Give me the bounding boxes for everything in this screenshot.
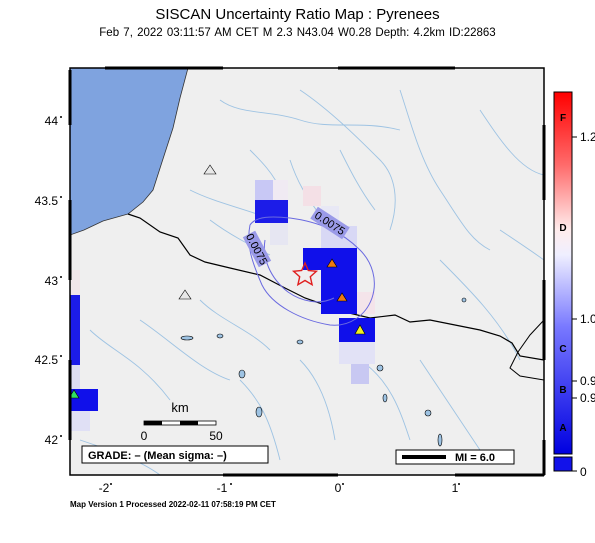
svg-text:1: 1 [452, 481, 459, 495]
station-triangle-icon [178, 289, 192, 300]
svg-text:0.9: 0.9 [580, 374, 595, 388]
svg-text:km: km [171, 400, 188, 415]
svg-text:A: A [559, 423, 566, 434]
latitude-labels: 44 43.5 43 42.5 42 [35, 114, 59, 447]
station-triangle-icon [354, 324, 366, 335]
processing-footer: Map Version 1 Processed 2022-02-11 07:58… [70, 500, 276, 509]
svg-text:1.2: 1.2 [580, 130, 595, 144]
stations [70, 164, 366, 399]
svg-text:-2: -2 [99, 481, 110, 495]
reservoirs [180, 297, 467, 447]
latitude-degree-marks [60, 116, 62, 437]
longitude-degree-marks [110, 483, 460, 485]
station-triangle-icon [203, 164, 217, 175]
svg-text:0.9: 0.9 [580, 391, 595, 405]
svg-text:43.5: 43.5 [35, 194, 59, 208]
station-triangle-icon [326, 258, 338, 268]
map-title: SISCAN Uncertainty Ratio Map : Pyrenees [155, 6, 440, 23]
svg-text:0: 0 [335, 481, 342, 495]
svg-text:0: 0 [580, 465, 587, 479]
svg-text:B: B [559, 385, 566, 396]
svg-text:44: 44 [45, 114, 59, 128]
svg-text:D: D [559, 223, 566, 234]
longitude-labels: -2 -1 0 1 [99, 481, 459, 495]
mi-legend: MI = 6.0 [395, 449, 515, 465]
svg-text:MI = 6.0: MI = 6.0 [455, 452, 495, 464]
svg-text:C: C [559, 344, 566, 355]
svg-text:42.5: 42.5 [35, 353, 59, 367]
svg-text:F: F [560, 113, 566, 124]
svg-text:-1: -1 [217, 481, 228, 495]
coastline-east [509, 319, 544, 381]
svg-text:1.0: 1.0 [580, 312, 595, 326]
sea-area [70, 68, 189, 236]
scale-bar: km 0 50 [141, 400, 223, 443]
station-triangle-icon [336, 292, 348, 302]
svg-text:0: 0 [141, 429, 148, 443]
svg-text:43: 43 [45, 274, 59, 288]
colorbar: F D C B A 1.2 1.0 0.9 0.9 0 [553, 91, 595, 479]
event-info: Feb 7, 2022 03:11:57 AM CET M 2.3 N43.04… [99, 27, 496, 39]
epicenter-star-icon [291, 261, 319, 287]
svg-text:42: 42 [45, 433, 59, 447]
svg-text:GRADE: – (Mean sigma: –): GRADE: – (Mean sigma: –) [88, 450, 227, 462]
svg-text:50: 50 [209, 429, 223, 443]
grade-legend: GRADE: – (Mean sigma: –) [81, 445, 269, 464]
frame-ticks [68, 66, 546, 477]
